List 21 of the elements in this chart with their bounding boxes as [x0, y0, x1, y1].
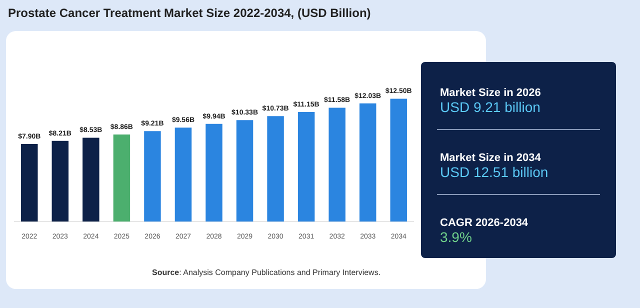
- source-note: Source: Analysis Company Publications and Primary Interviews.: [152, 268, 381, 277]
- bar: [267, 116, 284, 222]
- bar: [113, 134, 130, 222]
- text: 3.9%: [440, 229, 473, 245]
- bar: [21, 144, 38, 222]
- bar: [52, 140, 69, 222]
- text: Market Size in 2034: [440, 152, 542, 164]
- text: Market Size in 2026: [440, 87, 542, 99]
- bar: [298, 112, 315, 222]
- bar: [236, 120, 254, 222]
- text: CAGR 2026-2034: [440, 217, 530, 229]
- bar: [359, 103, 376, 222]
- bar: [82, 138, 100, 222]
- text: USD 12.51 billion: [440, 164, 550, 180]
- bar: [390, 98, 407, 222]
- bar: [328, 108, 346, 222]
- bar: [206, 124, 222, 222]
- bar: [174, 128, 192, 222]
- bar: [144, 131, 161, 222]
- chart-title: Prostate Cancer Treatment Market Size 2022-2034, (USD Billion): [8, 6, 371, 20]
- text: USD 9.21 billion: [440, 99, 542, 115]
